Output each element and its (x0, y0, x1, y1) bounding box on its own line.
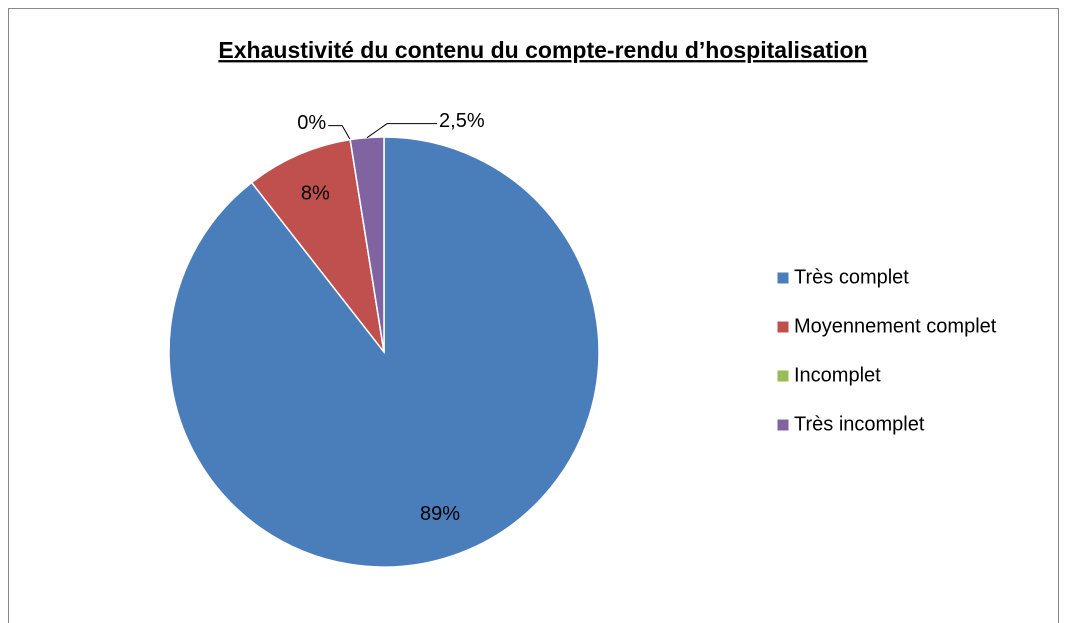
data-label: 89% (420, 503, 460, 525)
pie-slice (349, 136, 385, 353)
leader-line (328, 125, 351, 140)
legend-swatch (776, 320, 790, 334)
data-label: 2,5% (439, 110, 485, 132)
pie-slice (250, 138, 385, 353)
legend-label: Incomplet (794, 364, 881, 386)
data-label: 8% (301, 183, 330, 205)
leader-line (366, 123, 438, 139)
legend-label: Très incomplet (794, 413, 925, 435)
data-label: 0% (297, 112, 326, 134)
legend-swatch (776, 271, 790, 285)
legend-swatch (776, 418, 790, 432)
chart-title: Exhaustivité du contenu du compte-rendu … (218, 37, 867, 63)
legend-swatch (776, 369, 790, 383)
legend-label: Très complet (794, 266, 909, 288)
legend-label: Moyennement complet (794, 315, 997, 337)
